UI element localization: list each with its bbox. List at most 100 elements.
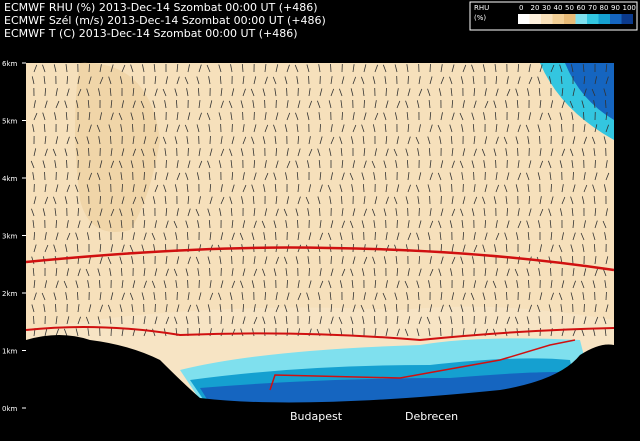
wind-barb xyxy=(360,304,365,313)
wind-barb xyxy=(64,100,68,109)
wind-barb xyxy=(472,304,475,313)
wind-barb xyxy=(206,112,211,121)
wind-barb xyxy=(517,64,520,73)
wind-barb xyxy=(539,136,541,145)
wind-barb xyxy=(165,208,168,217)
wind-barb xyxy=(484,100,489,109)
wind-barb xyxy=(451,160,455,169)
wind-barb xyxy=(220,196,225,205)
wind-barb xyxy=(132,280,136,289)
wind-barb xyxy=(218,112,222,121)
wind-barb xyxy=(88,76,92,85)
wind-barb xyxy=(219,256,222,265)
colorbar-tick-label: 30 xyxy=(542,4,551,12)
wind-barb xyxy=(173,220,178,229)
wind-barb xyxy=(231,172,234,181)
wind-barb xyxy=(517,124,521,133)
wind-barb xyxy=(570,292,574,301)
wind-barb xyxy=(141,64,145,73)
wind-barb xyxy=(220,148,225,157)
wind-barb xyxy=(506,304,509,313)
wind-barb xyxy=(31,76,35,85)
wind-barb xyxy=(31,208,35,217)
wind-barb xyxy=(473,136,476,145)
wind-barb xyxy=(319,136,323,145)
wind-barb xyxy=(319,184,323,193)
wind-barb xyxy=(580,232,585,241)
wind-barb xyxy=(550,292,554,301)
wind-barb xyxy=(374,292,378,301)
wind-barb xyxy=(54,160,57,169)
wind-barb xyxy=(495,316,499,325)
colorbar-unit: (%) xyxy=(474,14,486,22)
wind-barb xyxy=(33,112,38,121)
wind-barb xyxy=(550,244,554,253)
wind-barb xyxy=(63,328,68,337)
wind-barb xyxy=(550,148,554,157)
wind-barb xyxy=(352,292,355,301)
wind-barb xyxy=(306,292,310,301)
wind-barb xyxy=(352,124,357,133)
wind-barb xyxy=(44,100,48,109)
wind-barb xyxy=(86,184,90,193)
wind-barb xyxy=(374,64,379,73)
wind-barb xyxy=(65,112,68,121)
wind-barb xyxy=(418,304,421,313)
colorbar-swatch xyxy=(552,14,564,24)
wind-barb xyxy=(185,220,189,229)
wind-barb xyxy=(88,124,92,133)
wind-barb xyxy=(350,88,354,97)
wind-barb xyxy=(593,244,596,253)
colorbar-title: RHU xyxy=(474,4,489,12)
wind-barb xyxy=(462,196,466,205)
wind-barb xyxy=(196,124,200,133)
wind-barb xyxy=(87,100,90,109)
wind-barb xyxy=(440,112,443,121)
wind-barb xyxy=(239,232,244,241)
wind-barb xyxy=(438,268,442,277)
wind-barb xyxy=(407,124,410,133)
wind-barb xyxy=(449,124,453,133)
wind-barb xyxy=(231,280,236,289)
wind-barb xyxy=(561,280,565,289)
wind-barb xyxy=(209,184,212,193)
wind-barb xyxy=(352,304,356,313)
y-tick-label: 4km xyxy=(2,175,18,183)
wind-barb xyxy=(198,292,202,301)
wind-barb xyxy=(561,88,564,97)
wind-barb xyxy=(253,316,258,325)
wind-barb xyxy=(330,304,333,313)
wind-barb xyxy=(273,316,277,325)
wind-barb xyxy=(450,88,453,97)
wind-barb xyxy=(572,220,575,229)
wind-barb xyxy=(231,184,235,193)
wind-barb xyxy=(130,208,134,217)
wind-barb xyxy=(516,232,519,241)
wind-barb xyxy=(96,124,101,133)
wind-barb xyxy=(393,148,398,157)
wind-barb xyxy=(539,292,543,301)
wind-barb xyxy=(404,280,409,289)
wind-barb xyxy=(583,112,585,121)
wind-barb xyxy=(88,160,91,169)
wind-barb xyxy=(77,304,80,313)
wind-barb xyxy=(429,208,432,217)
wind-barb xyxy=(154,316,158,325)
wind-barb xyxy=(418,256,421,265)
wind-barb xyxy=(286,148,289,157)
wind-barb xyxy=(591,136,596,145)
wind-barb xyxy=(371,208,376,217)
wind-barb xyxy=(165,76,168,85)
wind-barb xyxy=(572,232,576,241)
wind-barb xyxy=(393,196,398,205)
wind-barb xyxy=(85,316,90,325)
wind-barb xyxy=(416,328,420,337)
wind-barb xyxy=(207,160,211,169)
wind-barb xyxy=(198,64,202,73)
wind-barb xyxy=(417,148,420,157)
wind-barb xyxy=(252,148,255,157)
wind-barb xyxy=(108,220,112,229)
wind-barb xyxy=(44,280,48,289)
wind-barb xyxy=(495,136,499,145)
wind-barb xyxy=(515,88,519,97)
